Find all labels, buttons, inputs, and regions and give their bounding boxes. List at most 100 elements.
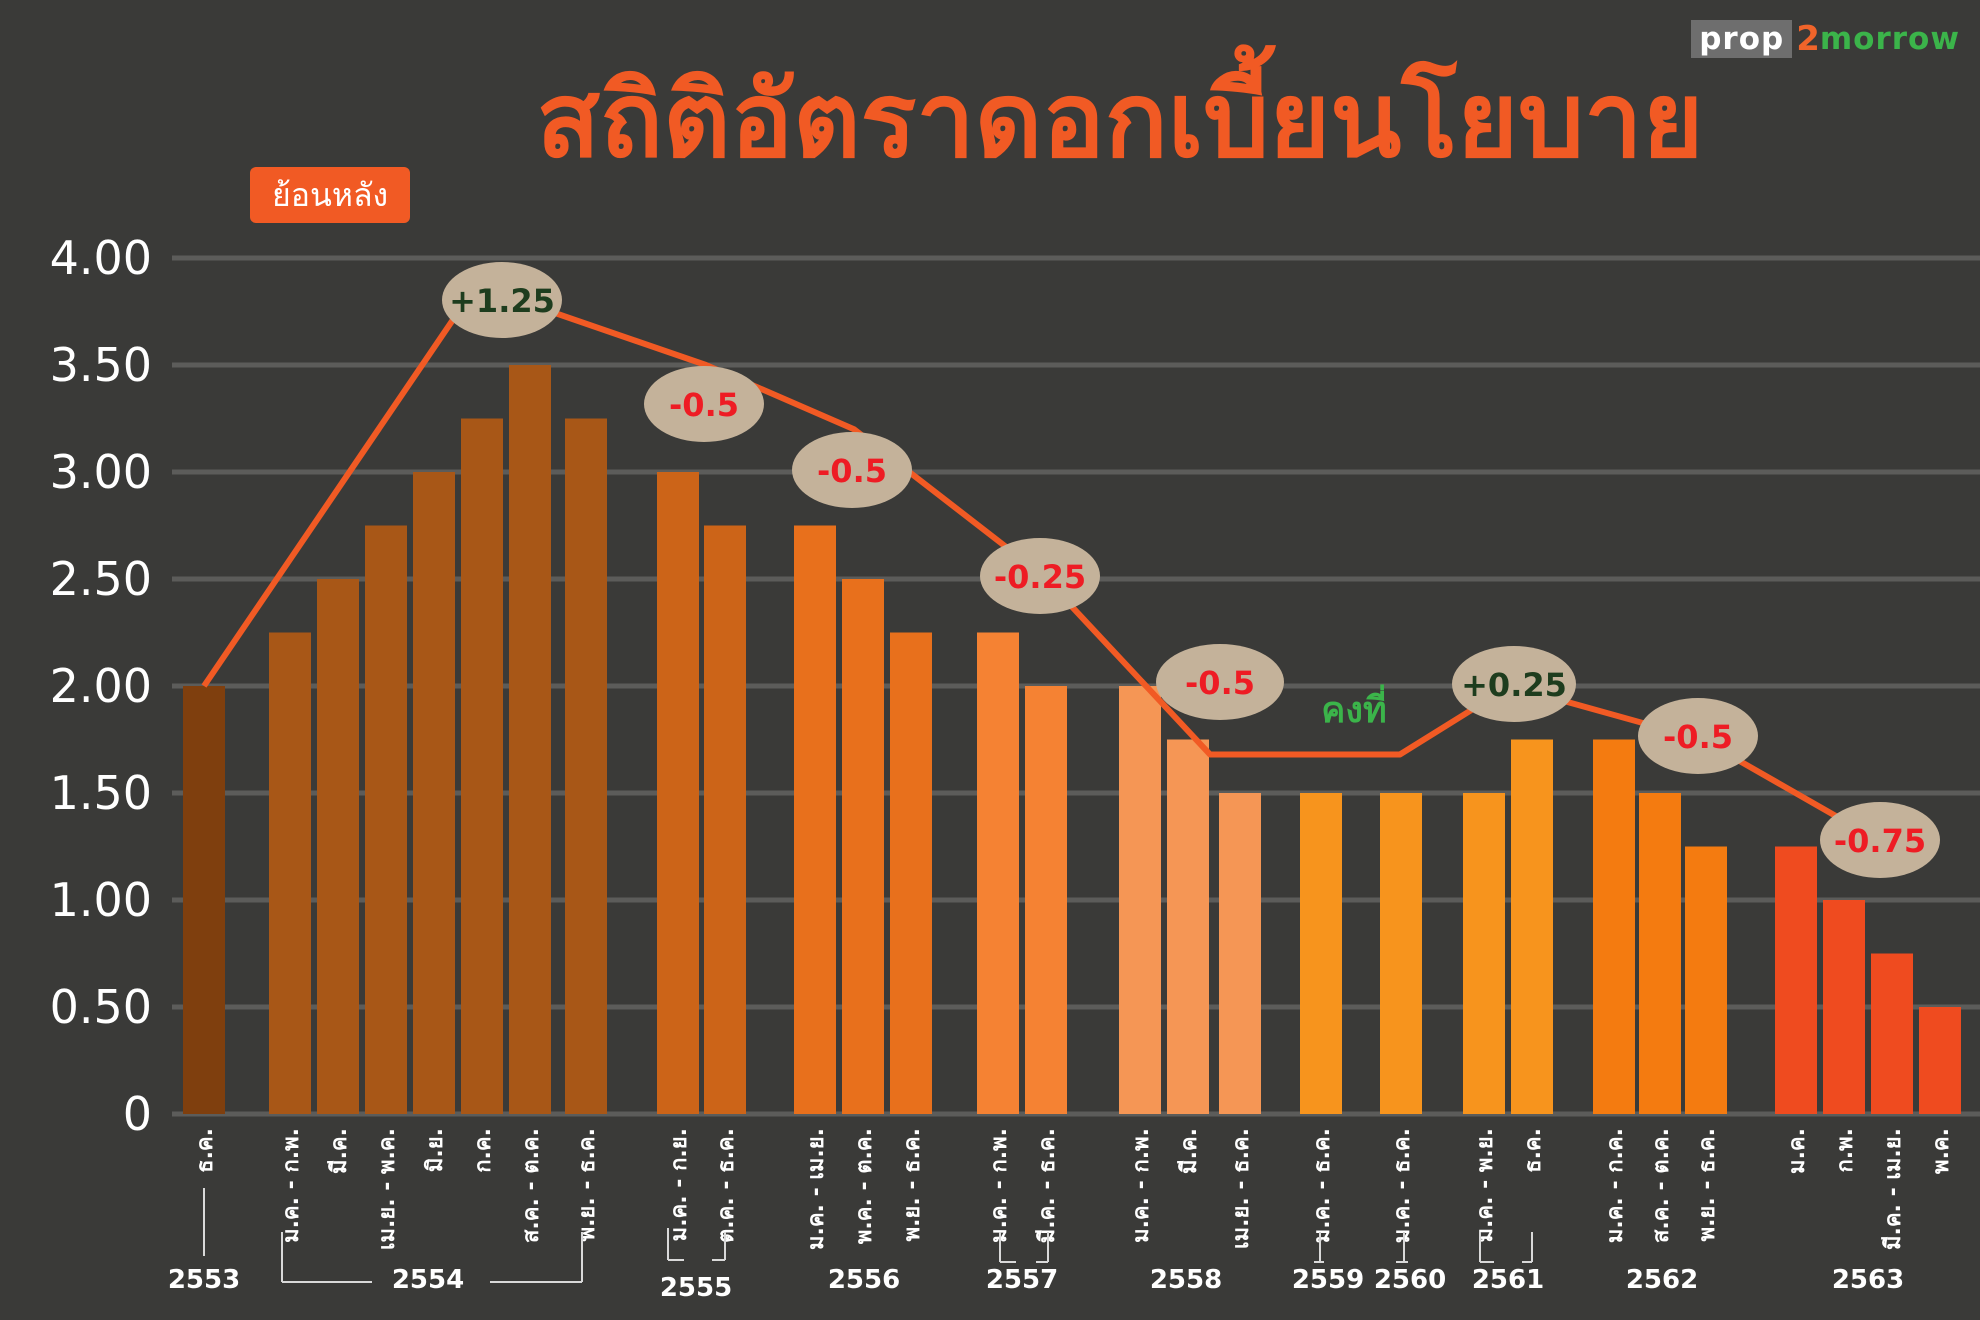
x-tick-label: พ.ค. - ต.ค. — [852, 1128, 877, 1244]
x-tick-label: มี.ค. - ธ.ค. — [1035, 1128, 1060, 1243]
annotation-label-decrease: -0.5 — [1185, 664, 1255, 702]
y-tick-label: 3.50 — [50, 338, 152, 392]
bar — [413, 472, 455, 1114]
annotation-ellipse — [1156, 644, 1284, 720]
annotation-label-decrease: -0.5 — [1663, 718, 1733, 756]
x-tick-label: ต.ค. - ธ.ค. — [714, 1128, 739, 1243]
bar — [704, 525, 746, 1114]
x-tick-label: ส.ค. - ต.ค. — [519, 1128, 544, 1243]
bar — [1463, 793, 1505, 1114]
bar — [657, 472, 699, 1114]
year-label: 2561 — [1472, 1265, 1544, 1295]
bar — [1871, 953, 1913, 1114]
bar — [1775, 846, 1817, 1114]
x-tick-label: เม.ย. - ธ.ค. — [1229, 1128, 1254, 1249]
bar — [794, 525, 836, 1114]
year-label: 2559 — [1292, 1265, 1364, 1295]
annotation-label-decrease: -0.5 — [669, 386, 739, 424]
year-label: 2556 — [828, 1265, 900, 1295]
bar — [1219, 793, 1261, 1114]
bar — [890, 632, 932, 1114]
x-tick-label: มิ.ย. — [423, 1128, 448, 1172]
annotation-label-increase: +1.25 — [449, 282, 555, 320]
x-tick-label: ก.ค. — [471, 1128, 496, 1173]
annotation-label-decrease: -0.75 — [1834, 822, 1926, 860]
trend-line — [201, 282, 1910, 850]
x-tick-label: ม.ค. — [1785, 1128, 1810, 1174]
year-label: 2558 — [1150, 1265, 1222, 1295]
annotation-label-decrease: -0.5 — [817, 452, 887, 490]
bar — [317, 579, 359, 1114]
year-label: 2554 — [392, 1265, 464, 1295]
annotation-label-decrease: -0.25 — [994, 558, 1086, 596]
y-tick-label: 2.00 — [50, 659, 152, 713]
bar — [1639, 793, 1681, 1114]
year-label: 2563 — [1832, 1265, 1904, 1295]
bar — [269, 632, 311, 1114]
x-tick-label: ม.ค. - ธ.ค. — [1310, 1128, 1335, 1243]
bar — [1119, 686, 1161, 1114]
x-tick-label: เม.ย. - พ.ค. — [375, 1128, 400, 1250]
bar — [842, 579, 884, 1114]
bar — [461, 418, 503, 1114]
x-tick-label: ม.ค. - ก.พ. — [1129, 1128, 1154, 1243]
y-tick-label: 2.50 — [50, 552, 152, 606]
x-tick-label: พ.ค. — [1929, 1128, 1954, 1174]
x-tick-label: ม.ค. - พ.ย. — [1473, 1128, 1498, 1243]
y-tick-label: 1.50 — [50, 766, 152, 820]
x-tick-label: มี.ค. — [1177, 1128, 1202, 1174]
annotation-label-increase: +0.25 — [1461, 666, 1567, 704]
x-tick-label: ม.ค. - ก.ค. — [1603, 1128, 1628, 1243]
bar — [509, 365, 551, 1114]
x-tick-label: พ.ย. - ธ.ค. — [575, 1128, 600, 1241]
bar — [365, 525, 407, 1114]
bar — [1380, 793, 1422, 1114]
year-label: 2553 — [168, 1265, 240, 1295]
bar — [183, 686, 225, 1114]
y-tick-label: 4.00 — [50, 231, 152, 285]
year-label: 2555 — [660, 1273, 732, 1303]
bar — [1300, 793, 1342, 1114]
bar — [1593, 739, 1635, 1114]
annotation-ellipse — [980, 538, 1100, 614]
bar — [1823, 900, 1865, 1114]
logo-part-prop: prop — [1691, 20, 1793, 58]
prop2morrow-logo: prop 2 morrow — [1691, 20, 1960, 58]
x-tick-label: ม.ค. - ก.พ. — [279, 1128, 304, 1243]
x-tick-label: ม.ค. - ก.พ. — [987, 1128, 1012, 1243]
bar — [565, 418, 607, 1114]
bar — [1685, 846, 1727, 1114]
logo-part-2: 2 — [1796, 19, 1820, 59]
x-tick-label: มี.ค. - เม.ย. — [1881, 1128, 1906, 1250]
y-tick-label: 3.00 — [50, 445, 152, 499]
y-tick-label: 0.50 — [50, 980, 152, 1034]
annotation-ellipse — [1638, 698, 1758, 774]
x-tick-label: ม.ค. - ธ.ค. — [1390, 1128, 1415, 1243]
y-tick-label: 0 — [123, 1087, 152, 1141]
x-tick-label: มี.ค. — [327, 1128, 352, 1174]
x-tick-label: ธ.ค. — [193, 1128, 218, 1173]
year-label: 2560 — [1374, 1265, 1446, 1295]
logo-part-morrow: morrow — [1819, 21, 1960, 57]
annotation-ellipse — [644, 366, 764, 442]
annotation-label-flat: คงที่ — [1321, 684, 1386, 731]
bar — [1025, 686, 1067, 1114]
x-tick-label: ม.ค. - เม.ย. — [804, 1128, 829, 1250]
y-tick-label: 1.00 — [50, 873, 152, 927]
bar — [977, 632, 1019, 1114]
chart-title: สถิติอัตราดอกเบี้ยนโยบาย — [536, 59, 1704, 181]
bar — [1919, 1007, 1961, 1114]
x-tick-label: ก.พ. — [1833, 1128, 1858, 1173]
year-label: 2562 — [1626, 1265, 1698, 1295]
x-tick-label: พ.ย. - ธ.ค. — [900, 1128, 925, 1241]
year-label: 2557 — [986, 1265, 1058, 1295]
x-tick-label: พ.ย. - ธ.ค. — [1695, 1128, 1720, 1241]
annotation-ellipse — [1452, 646, 1576, 722]
annotation-ellipse — [792, 432, 912, 508]
annotation-ellipse — [1820, 802, 1940, 878]
bar — [1511, 739, 1553, 1114]
chart-subtitle-badge: ย้อนหลัง — [250, 167, 411, 223]
x-tick-label: ส.ค. - ต.ค. — [1649, 1128, 1674, 1243]
